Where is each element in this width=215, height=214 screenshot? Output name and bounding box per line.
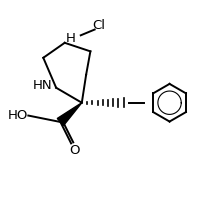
- Text: O: O: [69, 144, 80, 157]
- Text: HO: HO: [8, 109, 28, 122]
- Text: H: H: [66, 32, 76, 45]
- Text: Cl: Cl: [92, 19, 105, 32]
- Polygon shape: [57, 103, 82, 125]
- Text: HN: HN: [32, 79, 52, 92]
